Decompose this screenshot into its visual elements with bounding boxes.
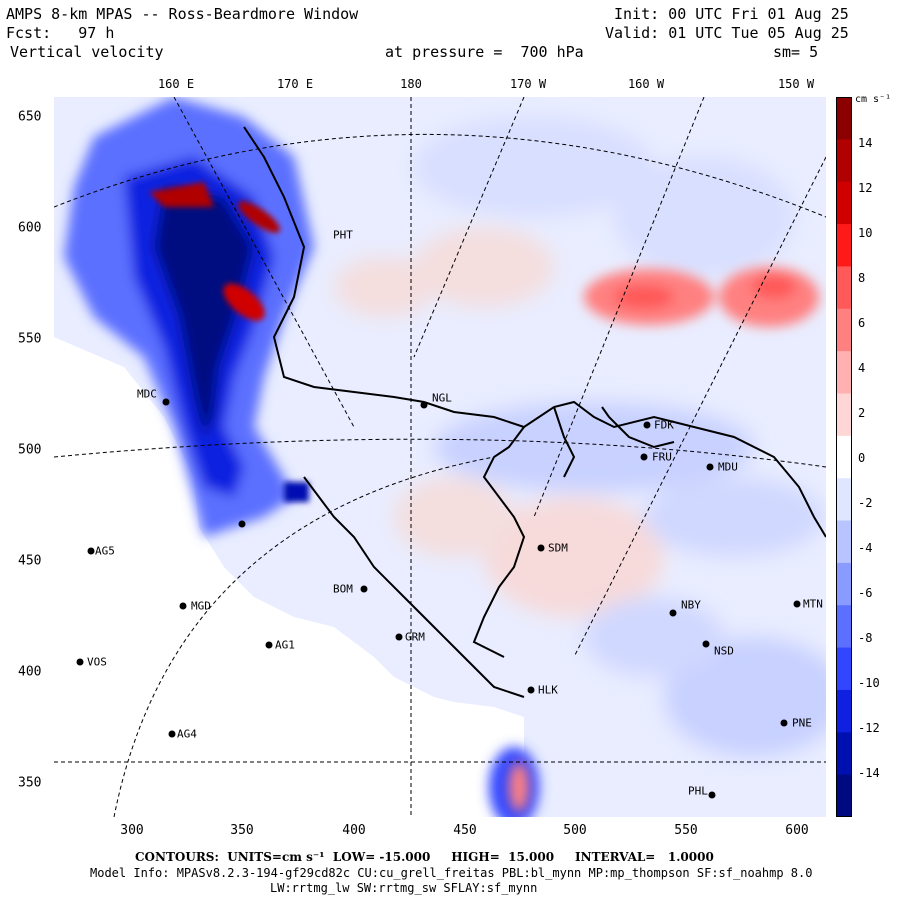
station-label-mdu: MDU: [718, 460, 738, 474]
colorbar-segment: [836, 647, 852, 691]
smoothing: sm= 5: [773, 43, 819, 61]
colorbar-label: -6: [858, 586, 873, 600]
station-label-pne: PNE: [792, 716, 812, 730]
station-label-pht: PHT: [333, 228, 353, 242]
y-tick: 550: [18, 331, 42, 347]
colorbar-label: 10: [858, 226, 873, 240]
colorbar-label: 12: [858, 181, 873, 195]
colorbar-segment: [836, 139, 852, 183]
station-label-sdm: SDM: [548, 541, 568, 555]
colorbar-frame: [836, 97, 852, 817]
lon-label: 170 E: [276, 77, 314, 91]
colorbar-segment: [836, 689, 852, 733]
colorbar-segment: [836, 393, 852, 437]
station-label-phl: PHL: [688, 784, 708, 798]
colorbar-label: -4: [858, 541, 873, 555]
station-label-fdk: FDK: [654, 418, 674, 432]
x-tick: 400: [342, 823, 366, 838]
colorbar-segment: [836, 266, 852, 310]
forecast-hour: Fcst: 97 h: [6, 24, 115, 42]
colorbar-segment: [836, 435, 852, 479]
y-tick: 600: [18, 220, 42, 236]
station-label-fru: FRU: [652, 450, 672, 464]
x-tick: 550: [674, 823, 698, 838]
colorbar-label: 4: [858, 361, 866, 375]
station-label-mdc: MDC: [137, 387, 157, 401]
x-tick: 600: [785, 823, 809, 838]
field-name: Vertical velocity: [10, 43, 164, 61]
x-tick: 350: [230, 823, 254, 838]
y-tick: 500: [18, 442, 42, 458]
lon-label: 160 W: [627, 77, 665, 91]
y-tick: 350: [18, 775, 42, 791]
station-label-grm: GRM: [405, 630, 425, 644]
colorbar: [836, 97, 852, 817]
contour-info: CONTOURS: UNITS=cm s⁻¹ LOW= -15.000 HIGH…: [135, 850, 714, 864]
graticule: [54, 97, 826, 817]
x-tick: 450: [453, 823, 477, 838]
station-label-ngl: NGL: [432, 391, 452, 405]
colorbar-segment: [836, 562, 852, 606]
colorbar-label: 6: [858, 316, 866, 330]
colorbar-unit: cm s⁻¹: [855, 94, 892, 105]
colorbar-segment: [836, 520, 852, 564]
physics-info: LW:rrtmg_lw SW:rrtmg_sw SFLAY:sf_mynn: [270, 881, 538, 895]
colorbar-segment: [836, 605, 852, 649]
colorbar-label: -10: [858, 676, 880, 690]
lon-label: 150 W: [777, 77, 815, 91]
lon-label: 170 W: [509, 77, 547, 91]
map-title: AMPS 8-km MPAS -- Ross-Beardmore Window: [6, 5, 359, 23]
y-tick: 400: [18, 664, 42, 680]
colorbar-segment: [836, 732, 852, 776]
station-label-ag5: AG5: [95, 544, 115, 558]
station-label-nsd: NSD: [714, 644, 734, 658]
station-label-vos: VOS: [87, 655, 107, 669]
colorbar-segment: [836, 478, 852, 522]
station-label-ag1: AG1: [275, 638, 295, 652]
colorbar-segment: [836, 308, 852, 352]
colorbar-label: 8: [858, 271, 866, 285]
station-label-hlk: HLK: [538, 683, 558, 697]
colorbar-label: 0: [858, 451, 866, 465]
colorbar-label: 2: [858, 406, 866, 420]
valid-time: Valid: 01 UTC Tue 05 Aug 25: [605, 24, 849, 42]
colorbar-label: -12: [858, 721, 880, 735]
ascent-regions: [509, 267, 819, 812]
station-label-mgd: MGD: [191, 599, 211, 613]
vertical-velocity-map[interactable]: [54, 97, 826, 817]
colorbar-segment: [836, 224, 852, 267]
station-label-nby: NBY: [681, 598, 701, 612]
lon-label: 180: [400, 77, 422, 91]
station-label-mtn: MTN: [803, 597, 823, 611]
station-label-ag4: AG4: [177, 727, 197, 741]
y-tick: 650: [18, 109, 42, 125]
lon-label: 160 E: [157, 77, 195, 91]
extreme-cores: [149, 182, 309, 502]
colorbar-label: -8: [858, 631, 873, 645]
init-time: Init: 00 UTC Fri 01 Aug 25: [614, 5, 849, 23]
white-region: [54, 337, 524, 817]
y-tick: 450: [18, 553, 42, 569]
colorbar-label: -2: [858, 496, 873, 510]
x-tick: 500: [563, 823, 587, 838]
colorbar-label: -14: [858, 766, 880, 780]
colorbar-label: 14: [858, 136, 873, 150]
x-tick: 300: [120, 823, 144, 838]
colorbar-segment: [836, 97, 852, 140]
coastline: [243, 126, 826, 698]
model-info: Model Info: MPASv8.2.3-194-gf29cd82c CU:…: [90, 866, 813, 880]
pressure-level: at pressure = 700 hPa: [385, 43, 584, 61]
colorbar-segment: [836, 774, 852, 817]
colorbar-segment: [836, 351, 852, 394]
station-label-bom: BOM: [333, 582, 353, 596]
colorbar-segment: [836, 181, 852, 225]
